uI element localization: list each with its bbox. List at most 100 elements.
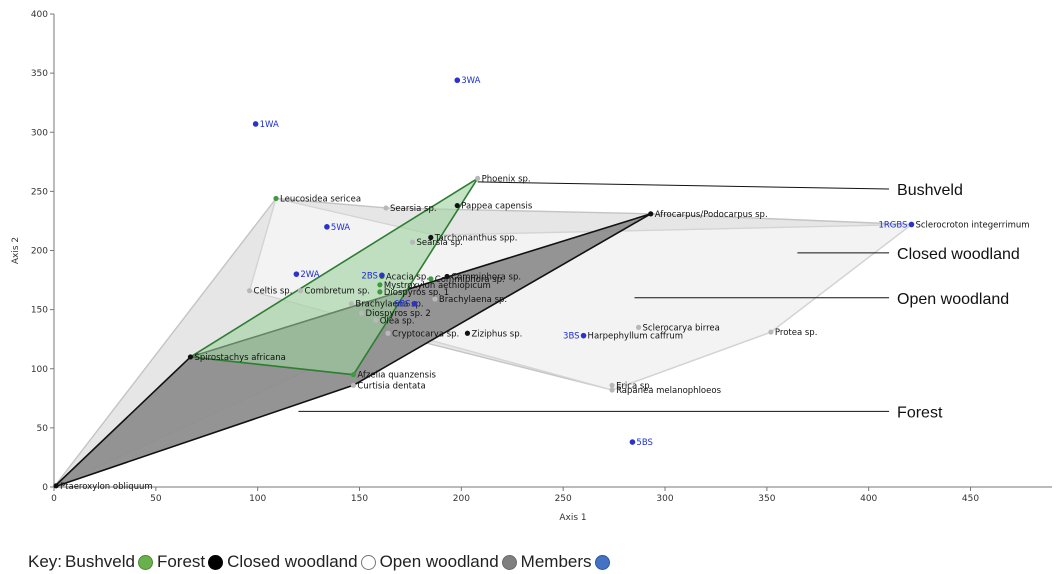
x-tick-label: 100 [249,494,266,504]
key-label: Members [520,552,592,571]
data-point [187,354,194,360]
data-point [53,483,59,489]
key-swatch [360,554,376,570]
y-tick-label: 0 [42,483,48,493]
data-point-label: Brachylaena sp. [355,300,423,310]
y-axis-title: Axis 2 [11,237,21,264]
member-point [411,300,418,307]
data-point [358,310,365,316]
data-point-label: Sclerocroton integerrimum [915,220,1029,230]
data-point [409,239,416,245]
member-label: 5BS [636,438,653,448]
data-point-label: Brachylaena sp. [439,295,507,305]
callout-line [477,181,890,190]
callout-label: Forest [897,404,943,421]
data-point-label: Protea sp. [775,328,817,338]
key-label: Closed woodland [227,552,358,571]
callout-label: Open woodland [897,291,1009,308]
x-tick-label: 250 [555,494,572,504]
data-point [609,382,615,388]
data-point-label: Acacia sp. [386,273,429,283]
data-point [373,317,379,323]
data-point [385,330,391,336]
key-label: Forest [156,552,206,571]
data-point-label: Commiphora sp. [435,275,505,285]
y-tick-label: 350 [31,69,48,79]
data-point [475,175,481,181]
key-swatch [501,554,517,570]
data-point-label: Curtisia dentata [357,381,425,391]
data-point-label: Sclerocarya birrea [643,323,720,333]
data-point-label: Mystroxylon aethiopicum [384,281,491,291]
data-point-label: Spirostachys africana [194,353,285,363]
key-swatch [208,554,224,570]
data-point [454,202,460,209]
data-point-label: Searsia sp. [390,204,437,214]
data-point [383,205,389,211]
key-label: Bushveld [65,552,135,571]
data-point [648,211,654,217]
member-label: 1RGBS [878,220,907,230]
data-point [348,301,354,307]
data-point [609,387,615,393]
y-tick-label: 100 [31,365,48,375]
member-point [293,271,300,277]
member-label: 5WA [331,223,350,233]
key-swatch [137,554,153,570]
data-point-label: Pappea capensis [461,202,533,212]
member-label: 3WA [461,76,480,86]
data-point [246,288,253,294]
y-tick-label: 250 [31,187,48,197]
data-point [428,234,434,241]
key-legend: Key: Bushveld Forest Closed woodland Open w… [28,552,614,572]
data-point-label: Searsia sp. [416,238,463,248]
x-tick-label: 350 [758,494,775,504]
x-tick-label: 400 [860,494,877,504]
data-point [273,195,279,202]
data-point-label: Afzelia quanzensis [357,371,436,381]
data-point-label: Diospyros sp. 1 [384,288,449,298]
member-label: 3BS [563,332,580,342]
data-point [377,282,383,288]
x-tick-label: 50 [150,494,162,504]
x-tick-label: 450 [962,494,979,504]
data-point-label: Ptaeroxylon obliquum [60,482,153,492]
member-point [324,224,330,230]
x-tick-label: 300 [656,494,673,504]
key-label: Open woodland [379,552,499,571]
data-point-label: Leucosidea sericea [280,194,361,204]
member-point [908,221,915,228]
member-label: 6BS [394,300,411,310]
data-point [464,330,471,336]
data-point-label: Tarchonanthus spp. [434,233,518,243]
x-tick-label: 200 [453,494,470,504]
data-point-label: Rapanea melanophloeos [616,386,722,396]
member-point [379,272,385,279]
y-tick-label: 50 [37,424,49,434]
member-point [629,439,636,445]
data-point-label: Erica sp. [616,381,652,391]
x-tick-label: 0 [51,494,57,504]
data-point-label: Phoenix sp. [482,174,531,184]
data-point-label: Olea sp. [380,316,415,326]
callout-label: Closed woodland [897,246,1020,263]
callout-label: Bushveld [897,182,963,199]
data-point [377,289,383,295]
y-tick-label: 200 [31,247,48,257]
data-point [428,276,434,282]
bushveld-hull [189,177,479,376]
member-point [454,77,461,84]
member-point [580,332,587,339]
y-tick-label: 150 [31,306,48,316]
ordination-chart: 0 50 100 150 200 250 300 350 400 0 50 100 150 200 250 3… [11,10,1052,523]
member-label: 1WA [260,120,279,130]
member-label: 2BS [361,271,378,281]
data-point [297,288,304,294]
x-axis-title: Axis 1 [559,513,586,523]
data-point [432,296,438,302]
key-title: Key: [28,552,63,571]
member-label: 2WA [300,270,319,280]
x-tick-label: 150 [351,494,368,504]
data-point [444,273,450,280]
data-point [350,382,356,388]
